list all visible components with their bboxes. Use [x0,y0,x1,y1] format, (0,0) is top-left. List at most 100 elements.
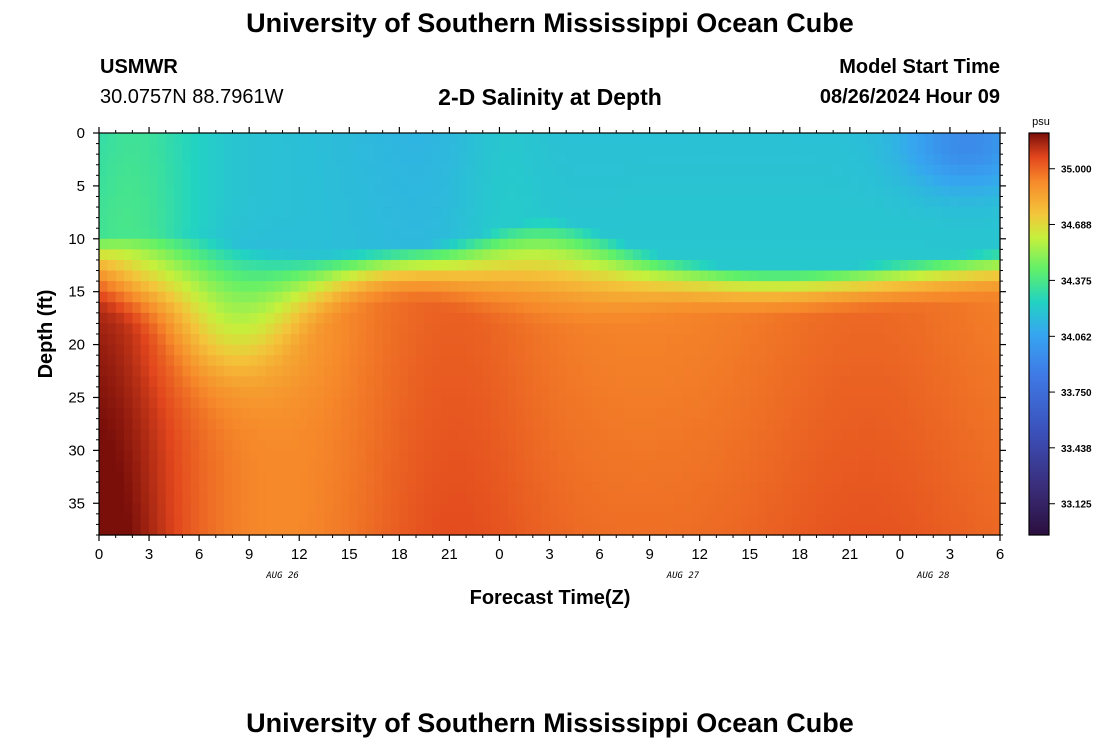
heatmap-cell [549,397,559,409]
heatmap-cell [449,482,459,494]
heatmap-cell [566,291,576,303]
heatmap-cell [107,460,117,473]
heatmap-cell [949,175,959,187]
heatmap-cell [416,524,425,536]
heatmap-cell [941,376,951,388]
heatmap-cell [891,196,901,208]
heatmap-cell [199,450,209,462]
heatmap-cell [466,365,476,377]
heatmap-cell [482,397,492,409]
heatmap-cell [124,482,133,494]
heatmap-cell [507,164,517,176]
heatmap-cell [549,450,559,462]
heatmap-cell [115,450,125,462]
heatmap-cell [824,217,834,229]
heatmap-cell [974,408,984,420]
heatmap-cell [532,460,542,473]
heatmap-cell [157,133,167,145]
heatmap-cell [441,408,450,420]
heatmap-cell [416,450,425,462]
heatmap-cell [265,175,275,187]
heatmap-cell [599,259,609,272]
heatmap-cell [482,513,492,526]
heatmap-cell [182,408,192,420]
heatmap-cell [949,270,959,282]
heatmap-cell [682,270,692,282]
heatmap-cell [416,175,425,187]
heatmap-cell [357,418,367,430]
heatmap-cell [199,323,209,335]
heatmap-cell [758,334,767,346]
heatmap-cell [340,365,350,377]
heatmap-cell [299,450,309,462]
heatmap-cell [841,439,851,451]
heatmap-cell [724,386,734,399]
heatmap-cell [624,334,634,346]
heatmap-cell [799,185,809,198]
heatmap-cell [833,482,843,494]
heatmap-cell [290,312,300,325]
heatmap-cell [390,133,400,145]
heatmap-cell [190,164,200,176]
heatmap-cell [491,133,501,145]
heatmap-cell [958,429,968,441]
heatmap-cell [357,207,367,219]
heatmap-cell [874,238,884,250]
heatmap-cell [682,281,692,293]
heatmap-cell [924,207,934,219]
heatmap-cell [232,302,242,314]
heatmap-cell [841,376,851,388]
heatmap-cell [532,185,542,198]
heatmap-cell [674,439,684,451]
heatmap-cell [657,185,667,198]
heatmap-cell [549,503,559,515]
heatmap-cell [908,312,918,325]
heatmap-cell [165,154,175,166]
heatmap-cell [149,270,158,282]
heatmap-cell [883,185,893,198]
heatmap-cell [357,397,367,409]
heatmap-cell [332,281,342,293]
heatmap-cell [516,386,526,399]
heatmap-cell [799,143,809,155]
heatmap-cell [524,185,534,198]
heatmap-cell [357,492,367,504]
heatmap-cell [190,291,200,303]
heatmap-cell [783,513,793,526]
heatmap-cell [507,323,517,335]
heatmap-cell [824,196,834,208]
heatmap-cell [140,355,150,367]
heatmap-cell [708,228,717,240]
heatmap-cell [457,259,467,272]
heatmap-cell [666,228,676,240]
heatmap-cell [616,429,626,441]
heatmap-cell [282,482,292,494]
heatmap-cell [482,503,492,515]
heatmap-cell [174,524,184,536]
heatmap-cell [824,386,834,399]
heatmap-cell [991,492,1001,504]
heatmap-cell [908,439,918,451]
heatmap-cell [941,207,951,219]
heatmap-cell [774,503,784,515]
heatmap-cell [733,460,742,473]
heatmap-cell [274,365,284,377]
heatmap-cell [916,482,926,494]
heatmap-cell [641,334,651,346]
heatmap-cell [541,323,551,335]
heatmap-cell [933,471,943,483]
heatmap-cell [749,259,759,272]
heatmap-cell [407,312,417,325]
heatmap-cell [666,482,676,494]
heatmap-cell [499,291,509,303]
heatmap-cell [616,207,626,219]
heatmap-cell [549,376,559,388]
heatmap-cell [174,460,184,473]
heatmap-cell [149,154,158,166]
heatmap-cell [199,133,209,145]
heatmap-cell [682,217,692,229]
heatmap-cell [774,460,784,473]
heatmap-cell [899,291,909,303]
heatmap-cell [491,291,501,303]
heatmap-cell [332,513,342,526]
